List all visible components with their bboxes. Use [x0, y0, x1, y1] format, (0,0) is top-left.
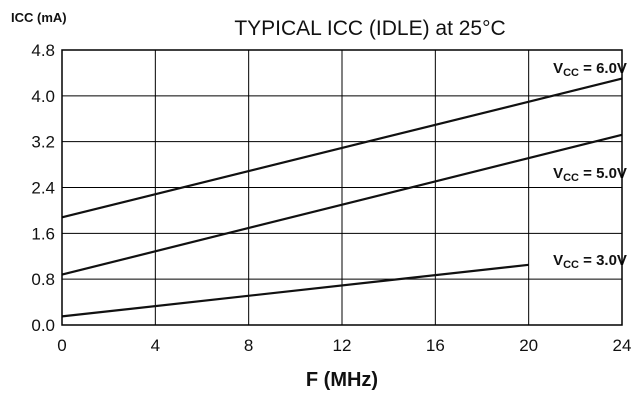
series-line-0	[61, 77, 623, 219]
series-label-0: VCC = 6.0V	[553, 60, 627, 79]
axis-ticks: 0 4 8 12 16 20 24 0.0 0.8 1.6 2.4 3.2 4.0 4.8	[31, 41, 631, 355]
y-tick-label: 1.6	[31, 224, 55, 243]
x-axis-label: F (MHz)	[306, 369, 378, 391]
series-label-2: VCC = 3.0V	[553, 252, 627, 271]
x-tick-label: 12	[333, 336, 352, 355]
series-lines	[61, 77, 623, 318]
grid	[61, 49, 623, 326]
series-label-symbol: V	[553, 60, 563, 77]
x-tick-label: 16	[426, 336, 445, 355]
series-label-symbol: V	[553, 165, 563, 182]
x-tick-label: 4	[151, 336, 160, 355]
y-tick-label: 2.4	[31, 179, 55, 198]
series-line-1	[61, 133, 623, 276]
x-tick-label: 20	[519, 336, 538, 355]
plot-frame	[61, 49, 623, 326]
x-tick-label: 8	[244, 336, 253, 355]
series-label-value: = 6.0V	[579, 60, 627, 77]
y-tick-label: 4.0	[31, 87, 55, 106]
y-tick-label: 0.0	[31, 316, 55, 335]
y-tick-label: 0.8	[31, 270, 55, 289]
y-tick-label: 3.2	[31, 133, 55, 152]
series-line-2	[61, 263, 529, 318]
x-tick-label: 24	[613, 336, 632, 355]
series-label-subscript: CC	[563, 67, 579, 79]
series-label-value: = 5.0V	[579, 165, 627, 182]
series-label-1: VCC = 5.0V	[553, 165, 627, 184]
chart-title: TYPICAL ICC (IDLE) at 25°C	[234, 17, 505, 40]
series-label-subscript: CC	[563, 172, 579, 184]
series-label-symbol: V	[553, 252, 563, 269]
x-tick-label: 0	[57, 336, 66, 355]
series-label-value: = 3.0V	[579, 252, 627, 269]
series-label-subscript: CC	[563, 259, 579, 271]
y-tick-label: 4.8	[31, 41, 55, 60]
y-axis-label: ICC (mA)	[11, 10, 67, 25]
